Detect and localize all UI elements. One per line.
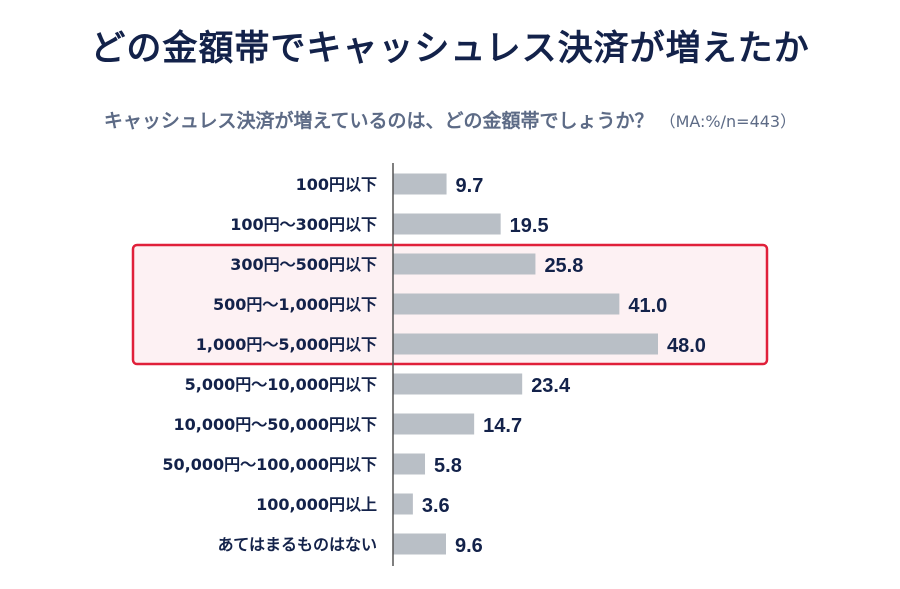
category-label: 500円～1,000円以下	[213, 295, 377, 314]
category-label: あてはまるものはない	[218, 535, 377, 554]
value-label: 25.8	[544, 255, 583, 277]
bar	[393, 493, 413, 515]
category-label: 100円以下	[296, 175, 377, 194]
bar	[393, 173, 447, 195]
bar	[393, 373, 523, 395]
category-label: 100,000円以上	[256, 495, 377, 514]
value-label: 9.7	[456, 175, 484, 197]
bar	[393, 533, 446, 555]
sample-note: （MA:%/n=443）	[659, 112, 797, 131]
value-label: 19.5	[510, 215, 549, 237]
chart-subtitle: キャッシュレス決済が増えているのは、どの金額帯でしょうか？ （MA:%/n=443…	[0, 106, 900, 133]
value-label: 41.0	[628, 295, 667, 317]
bar	[393, 413, 475, 435]
value-label: 5.8	[434, 455, 462, 477]
value-label: 48.0	[667, 335, 706, 357]
subtitle-text: キャッシュレス決済が増えているのは、どの金額帯でしょうか？	[103, 110, 654, 132]
value-label: 3.6	[422, 495, 450, 517]
value-label: 14.7	[483, 415, 522, 437]
category-label: 1,000円～5,000円以下	[196, 335, 377, 354]
category-label: 5,000円～10,000円以下	[185, 375, 377, 394]
category-label: 50,000円～100,000円以下	[162, 455, 377, 474]
bar	[393, 253, 536, 275]
category-label: 10,000円～50,000円以下	[174, 415, 378, 434]
bar	[393, 293, 620, 315]
category-label: 100円～300円以下	[230, 215, 377, 234]
bar	[393, 333, 658, 355]
value-label: 9.6	[455, 535, 483, 557]
bar	[393, 453, 426, 475]
chart-title: どの金額帯でキャッシュレス決済が増えたか	[90, 29, 810, 69]
bar	[393, 213, 501, 235]
category-label: 300円～500円以下	[230, 255, 377, 274]
value-label: 23.4	[531, 375, 571, 397]
